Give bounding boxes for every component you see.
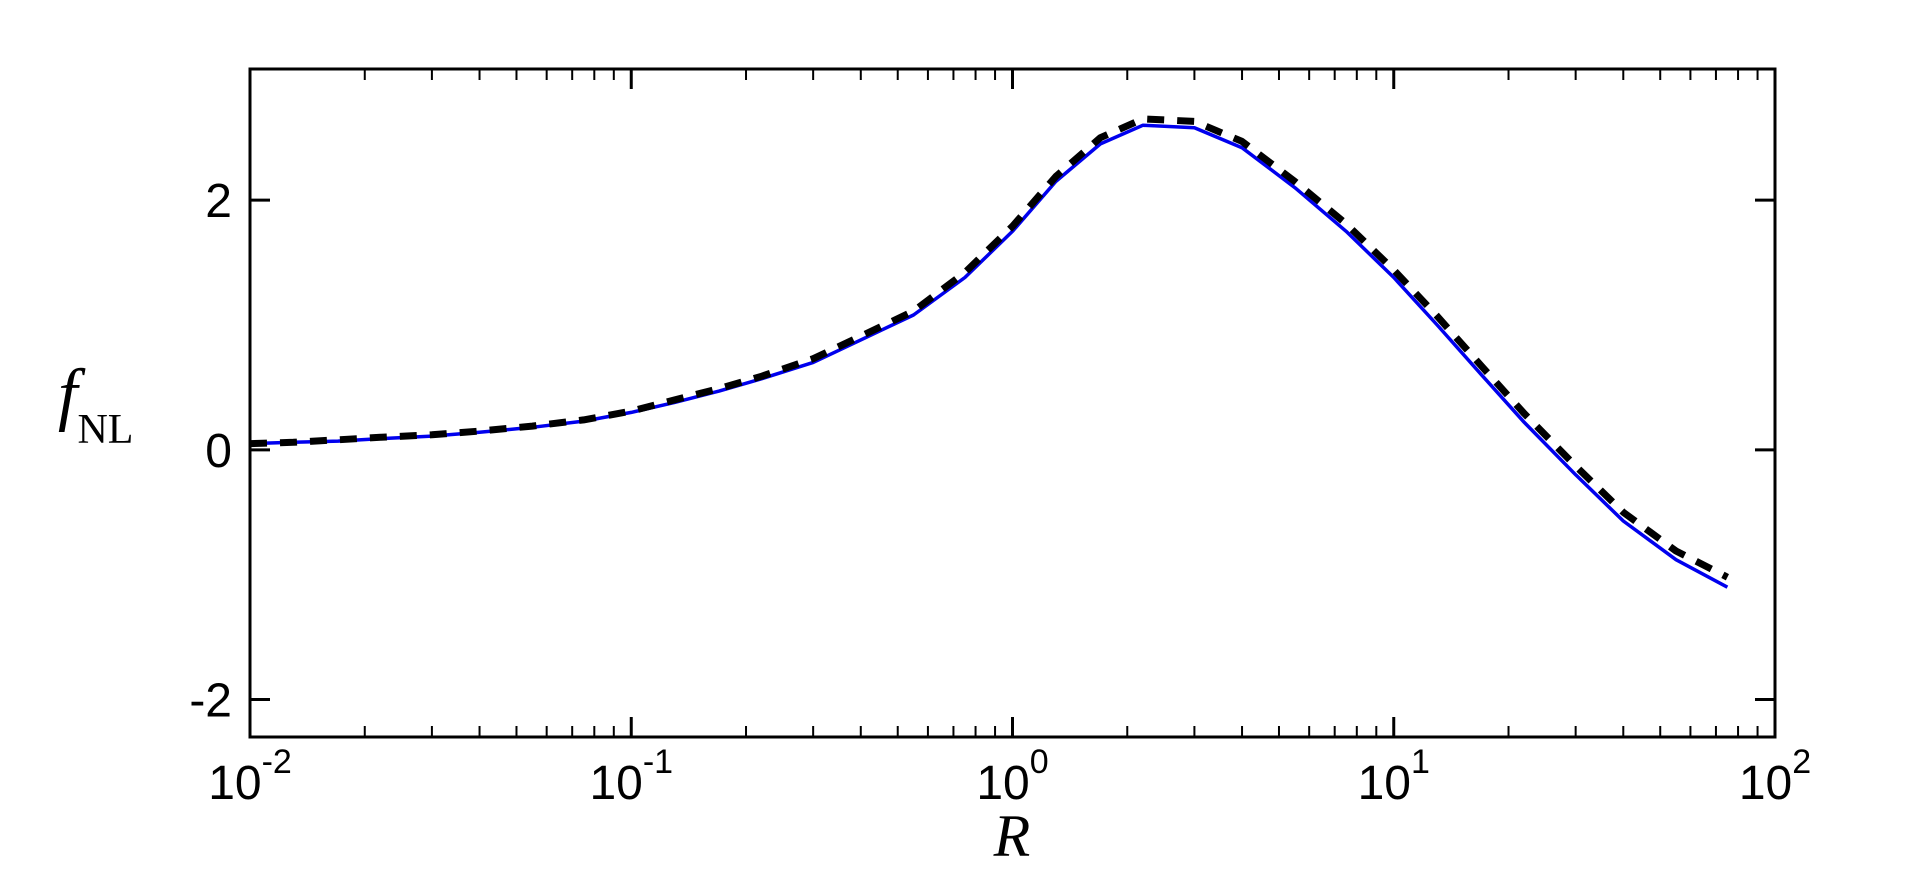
x-tick-label: 102 [1739, 743, 1811, 810]
x-tick-label: 100 [976, 743, 1048, 810]
y-tick-label: -2 [189, 675, 232, 728]
y-axis-label: fNL [58, 360, 134, 453]
y-axis-label-subscript: NL [77, 407, 134, 453]
y-axis-label-main: f [58, 356, 78, 433]
x-tick-label: 10-1 [589, 743, 673, 810]
series-dashed-black-curve [249, 115, 1729, 581]
series-solid-blue-curve [249, 123, 1729, 589]
y-tick-label: 2 [205, 175, 232, 228]
x-axis-label: R [993, 803, 1031, 869]
axes-box [248, 67, 1777, 739]
x-tick-label: 10-2 [208, 743, 292, 810]
x-tick-label: 101 [1358, 743, 1430, 810]
y-tick-label: 0 [205, 425, 232, 478]
